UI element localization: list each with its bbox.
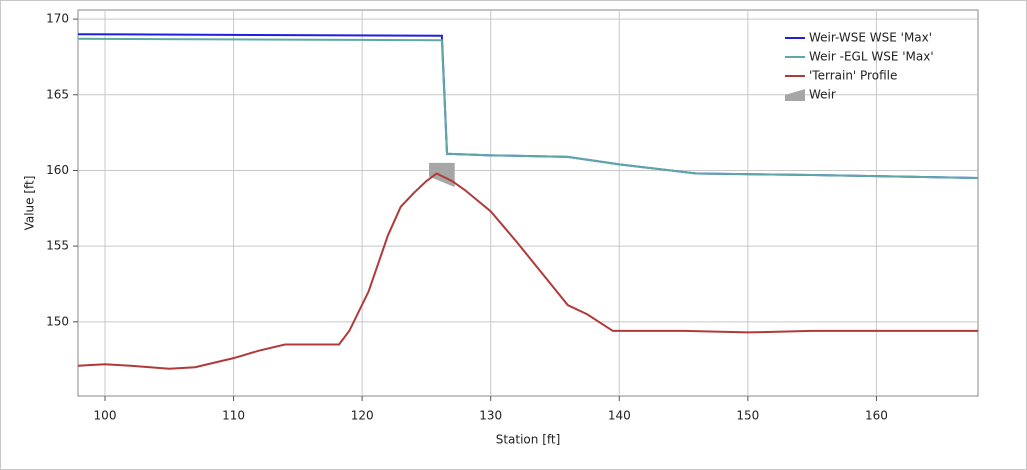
x-axis-label: Station [ft]: [496, 433, 561, 447]
y-tick-label: 150: [46, 314, 69, 328]
legend-label: Weir: [809, 88, 836, 102]
x-tick-label: 130: [479, 409, 502, 423]
x-tick-label: 110: [222, 409, 245, 423]
legend-label: Weir-WSE WSE 'Max': [809, 31, 932, 45]
legend-label: Weir -EGL WSE 'Max': [809, 50, 934, 64]
series-line: [77, 37, 979, 180]
x-tick-label: 140: [608, 409, 631, 423]
y-tick-label: 170: [46, 12, 69, 26]
legend-label: 'Terrain' Profile: [809, 69, 897, 83]
series-line: [77, 172, 978, 370]
y-tick-label: 155: [46, 239, 69, 253]
x-tick-label: 150: [736, 409, 759, 423]
y-tick-label: 160: [46, 163, 69, 177]
x-tick-label: 120: [351, 409, 374, 423]
x-tick-label: 160: [865, 409, 888, 423]
y-axis-label: Value [ft]: [23, 176, 37, 231]
legend-swatch: [785, 89, 805, 101]
y-tick-label: 165: [46, 87, 69, 101]
x-tick-label: 100: [94, 409, 117, 423]
